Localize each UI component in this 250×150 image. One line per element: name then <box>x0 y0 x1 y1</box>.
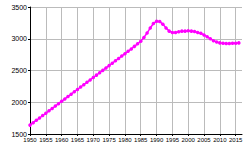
svg-text:1955: 1955 <box>39 137 53 143</box>
svg-text:1995: 1995 <box>166 137 180 143</box>
svg-text:2000: 2000 <box>182 137 196 143</box>
svg-text:3500: 3500 <box>11 4 27 11</box>
svg-text:1965: 1965 <box>71 137 85 143</box>
svg-text:1960: 1960 <box>55 137 69 143</box>
svg-text:3000: 3000 <box>11 35 27 42</box>
svg-text:1980: 1980 <box>118 137 132 143</box>
svg-text:2015: 2015 <box>229 137 243 143</box>
svg-text:1985: 1985 <box>134 137 148 143</box>
svg-text:1500: 1500 <box>11 130 27 138</box>
svg-text:1990: 1990 <box>150 137 164 143</box>
svg-text:2500: 2500 <box>11 67 27 74</box>
svg-text:1975: 1975 <box>102 137 116 143</box>
svg-text:1950: 1950 <box>23 137 37 143</box>
svg-text:2000: 2000 <box>11 99 27 106</box>
svg-text:1970: 1970 <box>87 137 101 143</box>
svg-text:2010: 2010 <box>213 137 227 143</box>
svg-text:2005: 2005 <box>197 137 211 143</box>
